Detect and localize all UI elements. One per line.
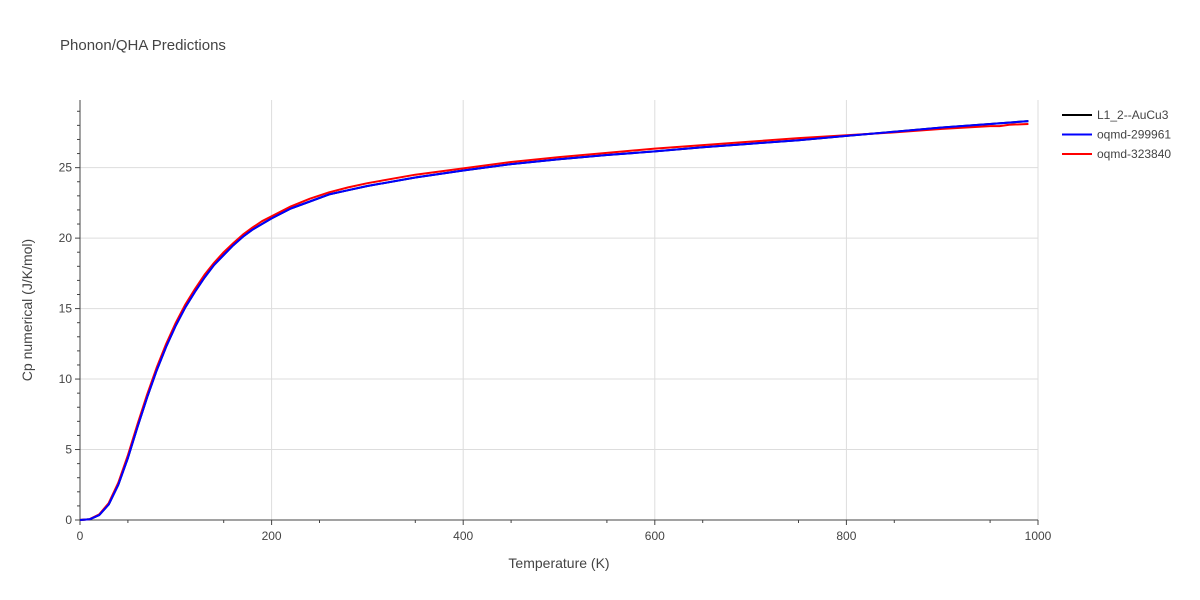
legend-item[interactable]: oqmd-323840 bbox=[1062, 147, 1171, 161]
legend-item[interactable]: oqmd-299961 bbox=[1062, 128, 1171, 142]
x-tick-label: 600 bbox=[645, 529, 665, 543]
series-line-oqmd-323840 bbox=[79, 123, 1029, 521]
x-axis-title: Temperature (K) bbox=[508, 555, 609, 571]
legend-label: L1_2--AuCu3 bbox=[1097, 108, 1169, 122]
y-axis-title: Cp numerical (J/K/mol) bbox=[19, 239, 35, 381]
y-tick-label: 15 bbox=[59, 302, 73, 316]
legend-label: oqmd-323840 bbox=[1097, 147, 1171, 161]
x-tick-label: 800 bbox=[836, 529, 856, 543]
x-tick-label: 0 bbox=[77, 529, 84, 543]
y-tick-label: 10 bbox=[59, 372, 73, 386]
chart-title: Phonon/QHA Predictions bbox=[60, 37, 226, 54]
series-line-oqmd-299961 bbox=[79, 120, 1029, 521]
legend-item[interactable]: L1_2--AuCu3 bbox=[1062, 108, 1169, 122]
y-tick-label: 5 bbox=[65, 443, 72, 457]
x-tick-label: 200 bbox=[262, 529, 282, 543]
ticks: 0 200 400 600 800 1000 0 5 10 15 20 25 bbox=[59, 110, 1052, 543]
y-tick-label: 0 bbox=[65, 513, 72, 527]
series-layer bbox=[79, 120, 1029, 521]
legend-label: oqmd-299961 bbox=[1097, 128, 1171, 142]
legend[interactable]: L1_2--AuCu3 oqmd-299961 oqmd-323840 bbox=[1062, 108, 1171, 161]
grid bbox=[80, 100, 1039, 520]
axes bbox=[79, 100, 1038, 521]
y-tick-label: 25 bbox=[59, 161, 73, 175]
y-tick-label: 20 bbox=[59, 231, 73, 245]
x-tick-label: 400 bbox=[453, 529, 473, 543]
series-line-l1-2-aucu3 bbox=[79, 120, 1029, 521]
x-tick-label: 1000 bbox=[1025, 529, 1052, 543]
